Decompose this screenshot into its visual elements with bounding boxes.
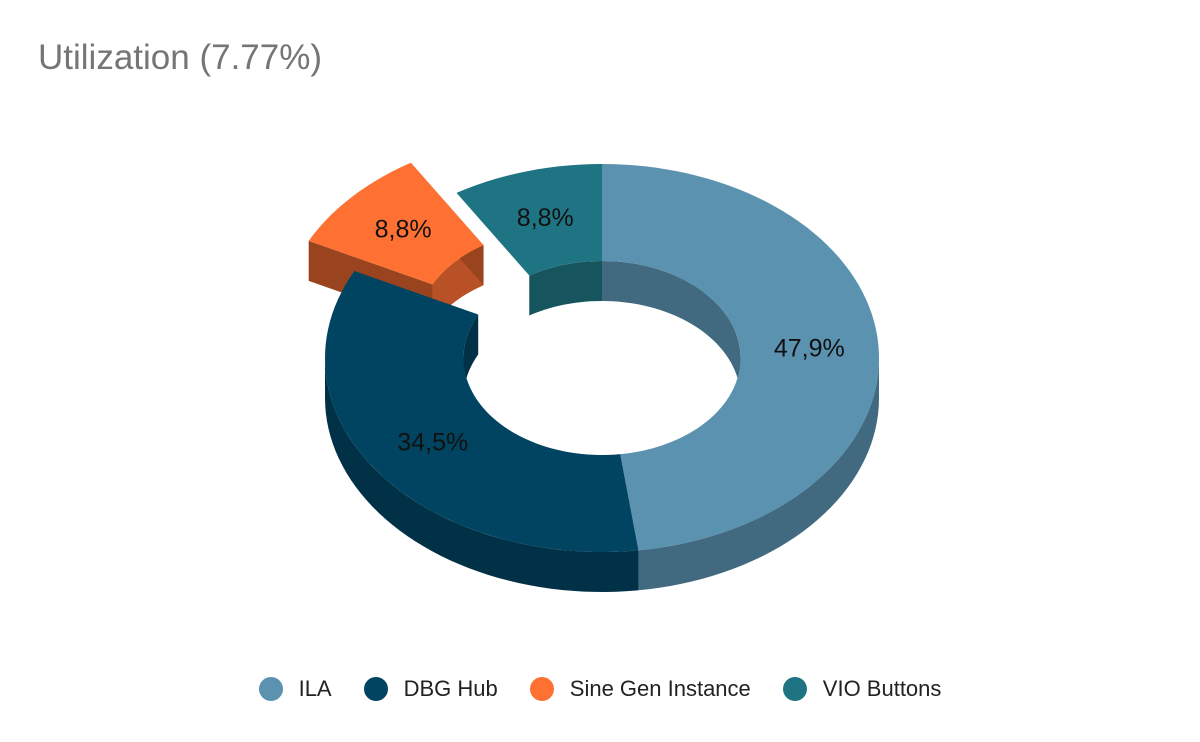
vio-buttons-data-label: 8,8%	[517, 204, 574, 232]
legend-swatch	[529, 677, 554, 701]
vio-buttons-inner-wall	[529, 261, 602, 316]
dbg-hub-data-label: 34,5%	[397, 428, 468, 456]
legend-swatch	[258, 677, 283, 701]
ila-data-label: 47,9%	[774, 334, 845, 362]
legend-label: DBG Hub	[403, 676, 498, 701]
ila-inner-wall	[602, 261, 741, 398]
legend-swatch	[363, 677, 388, 701]
legend-item-sine-gen-instance[interactable]: Sine Gen Instance	[529, 676, 751, 702]
dbg-hub-outer-wall	[325, 358, 639, 592]
legend-swatch	[782, 677, 807, 701]
legend-item-dbg-hub[interactable]: DBG Hub	[363, 676, 498, 702]
vio-buttons-slice	[456, 164, 602, 276]
legend-item-vio-buttons[interactable]: VIO Buttons	[782, 676, 942, 702]
sine-gen-instance-data-label: 8,8%	[375, 216, 432, 244]
legend-label: ILA	[298, 676, 332, 701]
legend-item-ila[interactable]: ILA	[258, 676, 332, 702]
ila-slice	[602, 164, 879, 551]
legend-label: VIO Buttons	[822, 676, 942, 701]
ila-outer-wall	[638, 358, 879, 591]
dbg-hub-inner-wall	[463, 314, 479, 398]
chart-title: Utilization (7.77%)	[38, 38, 322, 77]
legend-label: Sine Gen Instance	[569, 676, 751, 701]
sine-gen-instance-slice	[308, 162, 484, 285]
dbg-hub-slice	[325, 271, 639, 552]
legend: ILA DBG Hub Sine Gen Instance VIO Buttons	[0, 676, 1200, 702]
